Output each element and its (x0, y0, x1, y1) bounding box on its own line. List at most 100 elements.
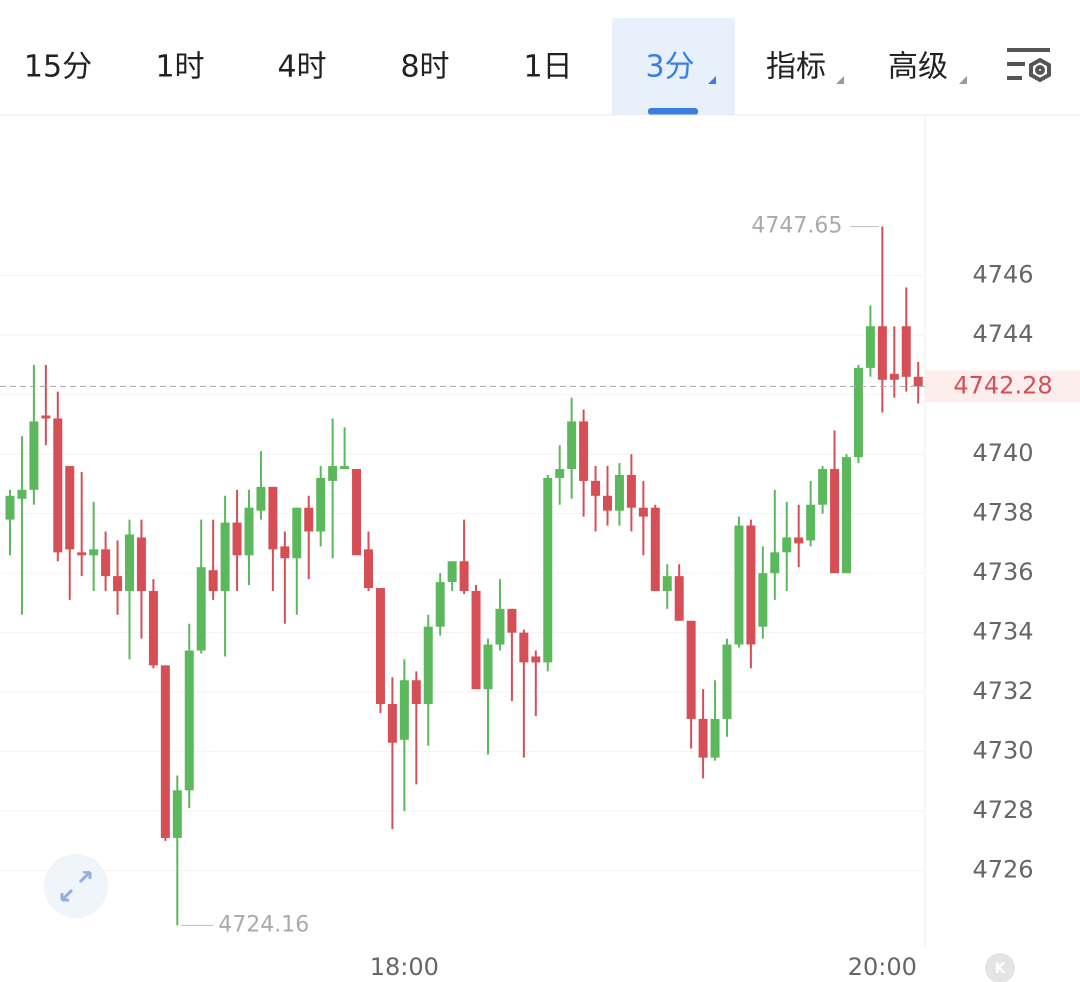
candle-body (579, 421, 589, 481)
candle-body (483, 644, 493, 690)
candle-body (340, 466, 350, 470)
y-tick-label: 4736 (972, 558, 1033, 586)
k-button[interactable] (985, 953, 1015, 982)
dropdown-arrow (959, 76, 967, 84)
candle-body (722, 644, 732, 719)
k-icon: K (995, 961, 1007, 977)
candle-body (53, 418, 63, 553)
candle-body (387, 704, 397, 743)
candle-body (698, 718, 708, 758)
last-price-label: 4742.28 (953, 371, 1052, 399)
tab[interactable]: 15分 (24, 50, 92, 85)
candle-body (101, 549, 111, 577)
tab[interactable]: 指标 (766, 50, 826, 85)
candle-body (471, 591, 481, 690)
tab[interactable]: 1日 (523, 50, 572, 85)
candle-body (818, 469, 828, 505)
candle-body (877, 326, 887, 380)
candle-body (316, 477, 326, 532)
candle-body (842, 457, 851, 574)
candle-body (782, 537, 792, 553)
candle-body (244, 507, 254, 556)
settings-icon[interactable] (1007, 48, 1051, 83)
candle-body (806, 504, 816, 541)
candle-body (399, 680, 409, 740)
candle-body (232, 522, 242, 556)
candle-body (543, 477, 553, 663)
candle-body (160, 665, 170, 838)
x-tick-label: 20:00 (848, 953, 917, 981)
candle-body (770, 552, 780, 574)
candle-body (113, 576, 123, 591)
candle-body (459, 561, 469, 591)
max-label: 4747.65 (751, 214, 842, 239)
y-tick-label: 4746 (972, 261, 1033, 289)
candle-body (208, 570, 218, 591)
tab[interactable]: 3分 (645, 50, 694, 85)
candle-body (352, 469, 362, 556)
candle-body (29, 421, 39, 490)
candle-body (423, 626, 433, 705)
candle-body (567, 421, 577, 470)
candle-body (662, 576, 672, 591)
candle-body (17, 489, 27, 499)
active-tab-indicator (648, 108, 698, 115)
tab[interactable]: 高级 (888, 50, 948, 85)
candle-body (148, 591, 158, 666)
active-tab-bg (612, 18, 735, 115)
candle-body (531, 656, 541, 663)
candle-body (901, 326, 911, 377)
candle-body (268, 486, 278, 550)
x-tick-label: 18:00 (370, 953, 439, 981)
candle-body (794, 537, 804, 544)
candle-body (304, 507, 314, 532)
candle-body (375, 588, 385, 705)
last-price-bg (925, 370, 1080, 403)
candle-body (638, 507, 648, 517)
candle-body (614, 474, 624, 511)
candle-body (280, 546, 290, 559)
candle-body (89, 549, 99, 556)
candle-body (686, 620, 696, 719)
candle-body (435, 582, 445, 627)
candle-body (136, 537, 146, 591)
candle-body (734, 525, 744, 645)
candle-body (41, 415, 51, 419)
candle-body (447, 561, 457, 583)
candle-body (328, 466, 338, 481)
candle-body (913, 376, 923, 387)
y-tick-label: 4730 (972, 737, 1033, 765)
tab[interactable]: 1时 (155, 50, 204, 85)
candle-body (196, 567, 206, 651)
expand-icon (60, 870, 92, 902)
candle-body (603, 495, 612, 511)
candle-body (591, 480, 601, 496)
dropdown-arrow (836, 76, 844, 84)
candle-body (507, 608, 517, 633)
candle-body (77, 552, 87, 556)
y-tick-label: 4728 (972, 796, 1033, 824)
candle-body (758, 573, 768, 627)
candle-body (172, 790, 182, 838)
tab[interactable]: 8时 (400, 50, 449, 85)
candle-body (184, 650, 194, 791)
candle-body (364, 549, 373, 589)
y-tick-label: 4740 (972, 439, 1033, 467)
expand-button[interactable] (44, 854, 108, 918)
candle-body (495, 608, 505, 645)
candle-body (220, 522, 230, 591)
candle-body (865, 326, 875, 368)
y-tick-label: 4744 (972, 320, 1033, 348)
tab[interactable]: 4时 (277, 50, 326, 85)
candle-body (555, 469, 565, 478)
candle-body (292, 507, 302, 559)
candle-body (5, 495, 15, 520)
candle-body (125, 534, 134, 591)
candle-body (256, 486, 266, 511)
candle-body (889, 373, 899, 380)
dropdown-arrow (708, 76, 716, 84)
y-tick-label: 4738 (972, 499, 1033, 527)
candle-body (710, 718, 720, 758)
